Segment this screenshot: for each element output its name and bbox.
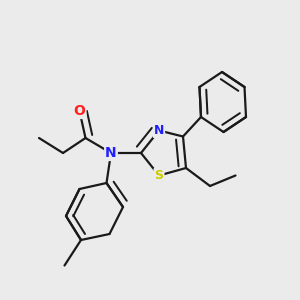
- Text: S: S: [154, 169, 164, 182]
- Text: N: N: [105, 146, 117, 160]
- Text: O: O: [74, 104, 86, 118]
- Text: N: N: [154, 124, 164, 137]
